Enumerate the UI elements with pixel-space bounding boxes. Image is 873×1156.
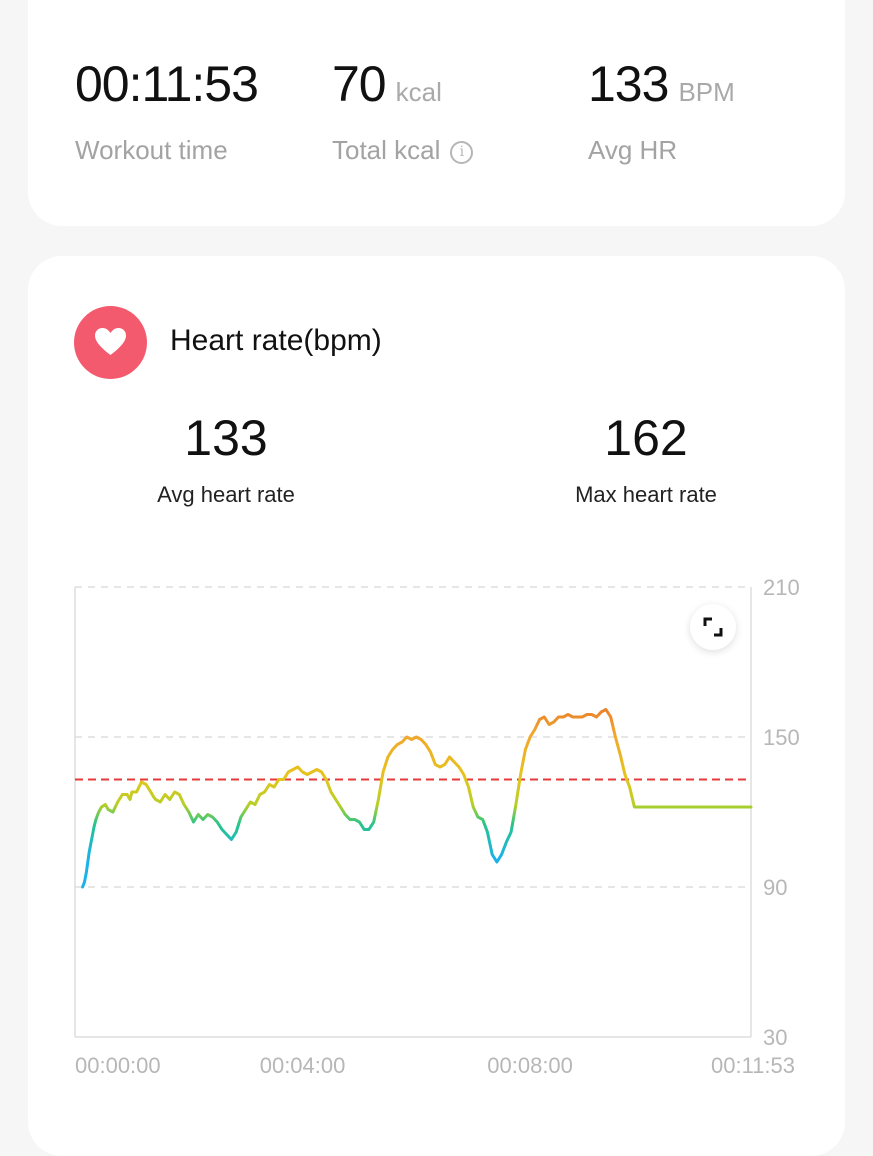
total-kcal-label: Total kcal bbox=[332, 135, 441, 165]
heart-badge bbox=[74, 306, 147, 379]
workout-time-value: 00:11:53 bbox=[75, 56, 259, 112]
heart-rate-series-line bbox=[81, 708, 753, 889]
heart-rate-title: Heart rate(bpm) bbox=[170, 324, 382, 357]
x-tick-label: 00:11:53 bbox=[711, 1053, 795, 1078]
avg-hr-label: Avg HR bbox=[588, 135, 678, 165]
heart-icon bbox=[95, 328, 126, 355]
summary-card bbox=[28, 0, 845, 226]
avg-hr-value: 133 bbox=[588, 56, 669, 112]
expand-icon bbox=[703, 617, 723, 637]
y-tick-label: 150 bbox=[763, 725, 800, 750]
avg-heart-rate-value: 133 bbox=[184, 410, 268, 466]
y-tick-label: 30 bbox=[763, 1025, 787, 1050]
max-heart-rate-metric: 162 Max heart rate bbox=[496, 408, 796, 508]
total-kcal-unit: kcal bbox=[395, 77, 442, 107]
y-tick-label: 210 bbox=[763, 575, 800, 600]
total-kcal-value: 70 bbox=[332, 56, 387, 112]
x-tick-label: 00:08:00 bbox=[487, 1053, 573, 1078]
heart-rate-chart: 210 150 90 30 00:00:00 00:04:00 00:08:00 00:11:… bbox=[74, 575, 800, 1078]
x-tick-label: 00:04:00 bbox=[260, 1053, 346, 1078]
workout-time-label: Workout time bbox=[75, 135, 228, 165]
info-icon[interactable]: i bbox=[450, 141, 474, 164]
avg-heart-rate-label: Avg heart rate bbox=[157, 482, 295, 507]
avg-heart-rate-metric: 133 Avg heart rate bbox=[76, 408, 376, 508]
max-heart-rate-value: 162 bbox=[604, 410, 688, 466]
x-tick-label: 00:00:00 bbox=[75, 1053, 161, 1078]
heart-rate-card bbox=[28, 256, 845, 1156]
max-heart-rate-label: Max heart rate bbox=[575, 482, 717, 507]
expand-chart-button[interactable] bbox=[690, 604, 736, 650]
avg-hr-unit: BPM bbox=[678, 77, 735, 107]
y-tick-label: 90 bbox=[763, 875, 787, 900]
